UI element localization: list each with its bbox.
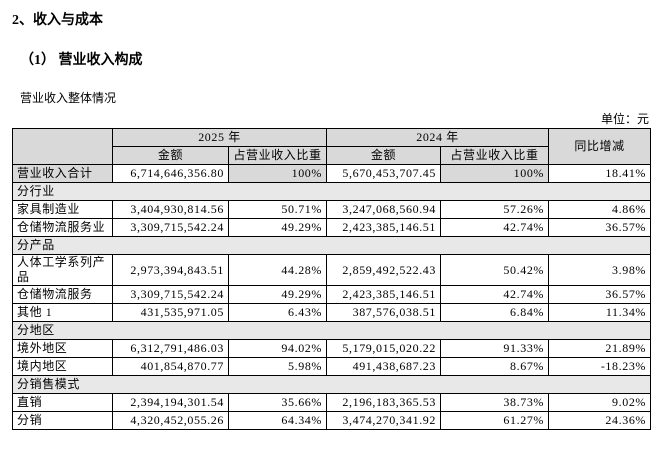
section-cell: 分产品 bbox=[11, 236, 652, 255]
value-cell: 44.28% bbox=[227, 254, 328, 286]
row-label: 家具制造业 bbox=[12, 200, 113, 219]
value-cell: 5,670,453,707.45 bbox=[326, 164, 442, 183]
value-cell: 2,859,492,522.43 bbox=[326, 254, 442, 286]
value-cell: 11.34% bbox=[548, 303, 652, 322]
row-label: 直销 bbox=[12, 393, 113, 412]
value-cell: 2,394,194,301.54 bbox=[112, 393, 229, 412]
value-cell: 3,474,270,341.92 bbox=[326, 411, 442, 430]
value-cell: 9.02% bbox=[548, 393, 652, 412]
data-row: 营业收入合计 6,714,646,356.80 100% 5,670,453,707.… bbox=[12, 164, 652, 183]
value-cell: 3,309,715,542.24 bbox=[112, 285, 229, 304]
data-row: 分销 4,320,452,055.26 64.34% 3,474,270,341.92… bbox=[12, 411, 652, 430]
value-cell: 6,312,791,486.03 bbox=[112, 339, 229, 358]
value-cell: 2,423,385,146.51 bbox=[326, 285, 442, 304]
row-label: 其他 1 bbox=[12, 303, 113, 322]
value-cell: 21.89% bbox=[548, 339, 652, 358]
value-cell: 6,714,646,356.80 bbox=[112, 164, 229, 183]
unit: 单位：元 bbox=[600, 112, 649, 126]
value-cell: 49.29% bbox=[227, 285, 328, 304]
section-row: 分产品 bbox=[11, 236, 652, 255]
section-cell: 分行业 bbox=[11, 182, 652, 201]
value-cell: 491,438,687.23 bbox=[326, 357, 442, 376]
row-label: 仓储物流服务业 bbox=[12, 218, 113, 237]
value-cell: 4.86% bbox=[548, 200, 652, 219]
value-cell: 2,973,394,843.51 bbox=[112, 254, 229, 286]
value-cell: 3.98% bbox=[548, 254, 652, 286]
row-label: 分销 bbox=[12, 411, 113, 430]
data-row: 境内地区 401,854,870.77 5.98% 491,438,687.23 8.6… bbox=[12, 357, 652, 376]
header-cell: 占营业收入比重 bbox=[440, 146, 550, 165]
value-cell: 57.26% bbox=[440, 200, 550, 219]
value-cell: -18.23% bbox=[548, 357, 652, 376]
value-cell: 3,309,715,542.24 bbox=[112, 218, 229, 237]
value-cell: 100% bbox=[440, 164, 550, 183]
value-cell: 2,196,183,365.53 bbox=[326, 393, 442, 412]
value-cell: 387,576,038.51 bbox=[326, 303, 442, 322]
data-row: 仓储物流服务 3,309,715,542.24 49.29% 2,423,385,14… bbox=[12, 285, 652, 304]
value-cell: 35.66% bbox=[227, 393, 328, 412]
row-label: 境内地区 bbox=[12, 357, 113, 376]
data-row: 家具制造业 3,404,930,814.56 50.71% 3,247,068,560… bbox=[12, 200, 652, 219]
row-label: 仓储物流服务 bbox=[12, 285, 113, 304]
header-cell: 金额 bbox=[112, 146, 229, 165]
row-label: 境外地区 bbox=[12, 339, 113, 358]
value-cell: 24.36% bbox=[548, 411, 652, 430]
value-cell: 50.42% bbox=[440, 254, 550, 286]
value-cell: 61.27% bbox=[440, 411, 550, 430]
section-row: 分行业 bbox=[11, 182, 652, 201]
header-cell: 2024 年 bbox=[326, 128, 550, 147]
section-row: 分销售模式 bbox=[11, 375, 652, 394]
value-cell: 38.73% bbox=[440, 393, 550, 412]
value-cell: 100% bbox=[227, 164, 328, 183]
header-row: 金额 占营业收入比重 金额 占营业收入比重 bbox=[13, 146, 651, 165]
data-row: 直销 2,394,194,301.54 35.66% 2,196,183,365.53… bbox=[12, 393, 652, 412]
value-cell: 50.71% bbox=[227, 200, 328, 219]
data-row: 境外地区 6,312,791,486.03 94.02% 5,179,015,020.… bbox=[12, 339, 652, 358]
value-cell: 64.34% bbox=[227, 411, 328, 430]
value-cell: 2,423,385,146.51 bbox=[326, 218, 442, 237]
data-row: 人体工学系列产品 2,973,394,843.51 44.28% 2,859,492,… bbox=[12, 254, 652, 286]
header-cell: 占营业收入比重 bbox=[227, 146, 328, 165]
value-cell: 6.84% bbox=[440, 303, 550, 322]
value-cell: 431,535,971.05 bbox=[112, 303, 229, 322]
value-cell: 18.41% bbox=[548, 164, 652, 183]
section-cell: 分地区 bbox=[11, 321, 652, 340]
value-cell: 4,320,452,055.26 bbox=[112, 411, 229, 430]
section-title: 2、收入与成本 bbox=[12, 13, 103, 28]
value-cell: 42.74% bbox=[440, 218, 550, 237]
section-row: 分地区 bbox=[11, 321, 652, 340]
caption: 营业收入整体情况 bbox=[20, 91, 117, 105]
header-cell: 2025 年 bbox=[111, 128, 328, 147]
value-cell: 401,854,870.77 bbox=[112, 357, 229, 376]
value-cell: 49.29% bbox=[227, 218, 328, 237]
data-row: 仓储物流服务业 3,309,715,542.24 49.29% 2,423,385,1… bbox=[12, 218, 652, 237]
value-cell: 6.43% bbox=[227, 303, 328, 322]
header-cell: 金额 bbox=[326, 146, 442, 165]
value-cell: 3,404,930,814.56 bbox=[112, 200, 229, 219]
value-cell: 3,247,068,560.94 bbox=[326, 200, 442, 219]
value-cell: 36.57% bbox=[548, 285, 652, 304]
corner-cell bbox=[12, 128, 113, 165]
row-label: 营业收入合计 bbox=[12, 164, 113, 183]
header-row: 2025 年 2024 年 同比增减 bbox=[12, 128, 652, 165]
value-cell: 94.02% bbox=[227, 339, 328, 358]
data-row: 其他 1 431,535,971.05 6.43% 387,576,038.51 6.8… bbox=[12, 303, 652, 322]
value-cell: 91.33% bbox=[440, 339, 550, 358]
subsection-title: （1） 营业收入构成 bbox=[20, 53, 143, 68]
header-cell: 同比增减 bbox=[548, 128, 652, 165]
value-cell: 36.57% bbox=[548, 218, 652, 237]
value-cell: 42.74% bbox=[440, 285, 550, 304]
value-cell: 8.67% bbox=[440, 357, 550, 376]
section-cell: 分销售模式 bbox=[11, 375, 652, 394]
revenue-table: 2025 年 2024 年 同比增减 金额 占营业收入比重 金额 占营业收入比重… bbox=[11, 128, 652, 430]
value-cell: 5,179,015,020.22 bbox=[326, 339, 442, 358]
value-cell: 5.98% bbox=[227, 357, 328, 376]
row-label: 人体工学系列产品 bbox=[12, 254, 113, 286]
